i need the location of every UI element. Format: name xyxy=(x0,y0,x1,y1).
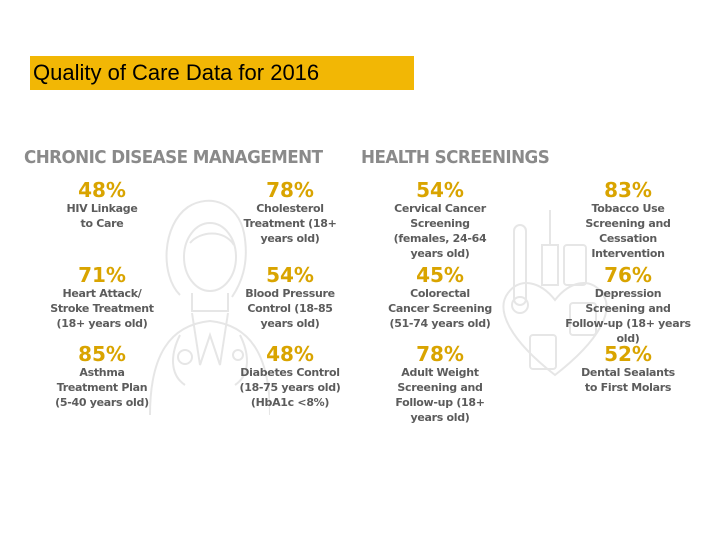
stat-percent: 48% xyxy=(266,342,314,366)
stat-label: Blood Pressure Control (18-85 years old) xyxy=(245,287,335,330)
stat-cervical-cancer: 54% Cervical Cancer Screening (females, … xyxy=(370,179,510,261)
stat-hiv-linkage: 48% HIV Linkage to Care xyxy=(32,179,172,231)
stat-percent: 78% xyxy=(266,178,314,202)
chronic-disease-heading: CHRONIC DISEASE MANAGEMENT xyxy=(24,147,323,168)
stat-label: Diabetes Control (18-75 years old) (HbA1… xyxy=(239,366,341,409)
health-screenings-heading: HEALTH SCREENINGS xyxy=(361,147,550,168)
stat-diabetes: 48% Diabetes Control (18-75 years old) (… xyxy=(220,343,360,410)
stat-cholesterol: 78% Cholesterol Treatment (18+ years old… xyxy=(220,179,360,246)
stat-percent: 54% xyxy=(416,178,464,202)
stat-label: HIV Linkage to Care xyxy=(66,202,138,230)
stat-label: Colorectal Cancer Screening (51-74 years… xyxy=(388,287,492,330)
stat-percent: 52% xyxy=(604,342,652,366)
stat-percent: 45% xyxy=(416,263,464,287)
stat-heart-attack-stroke: 71% Heart Attack/ Stroke Treatment (18+ … xyxy=(32,264,172,331)
medical-items-illustration xyxy=(502,210,608,377)
stat-dental-sealants: 52% Dental Sealants to First Molars xyxy=(558,343,698,395)
slide-title: Quality of Care Data for 2016 xyxy=(30,56,414,90)
stat-percent: 83% xyxy=(604,178,652,202)
stat-asthma: 85% Asthma Treatment Plan (5-40 years ol… xyxy=(32,343,172,410)
stat-tobacco-use: 83% Tobacco Use Screening and Cessation … xyxy=(558,179,698,261)
stat-label: Dental Sealants to First Molars xyxy=(581,366,675,394)
stat-label: Cervical Cancer Screening (females, 24-6… xyxy=(393,202,487,260)
stat-label: Heart Attack/ Stroke Treatment (18+ year… xyxy=(50,287,154,330)
stat-label: Cholesterol Treatment (18+ years old) xyxy=(243,202,337,245)
stat-adult-weight: 78% Adult Weight Screening and Follow-up… xyxy=(370,343,510,425)
stat-percent: 85% xyxy=(78,342,126,366)
stat-percent: 54% xyxy=(266,263,314,287)
stat-label: Depression Screening and Follow-up (18+ … xyxy=(565,287,691,345)
doctor-illustration xyxy=(149,199,270,415)
stat-percent: 48% xyxy=(78,178,126,202)
stat-blood-pressure: 54% Blood Pressure Control (18-85 years … xyxy=(220,264,360,331)
stat-colorectal-cancer: 45% Colorectal Cancer Screening (51-74 y… xyxy=(370,264,510,331)
stat-label: Adult Weight Screening and Follow-up (18… xyxy=(395,366,485,424)
stat-label: Tobacco Use Screening and Cessation Inte… xyxy=(585,202,671,260)
stat-percent: 71% xyxy=(78,263,126,287)
stat-percent: 78% xyxy=(416,342,464,366)
stat-percent: 76% xyxy=(604,263,652,287)
stat-depression: 76% Depression Screening and Follow-up (… xyxy=(558,264,698,346)
stat-label: Asthma Treatment Plan (5-40 years old) xyxy=(55,366,149,409)
